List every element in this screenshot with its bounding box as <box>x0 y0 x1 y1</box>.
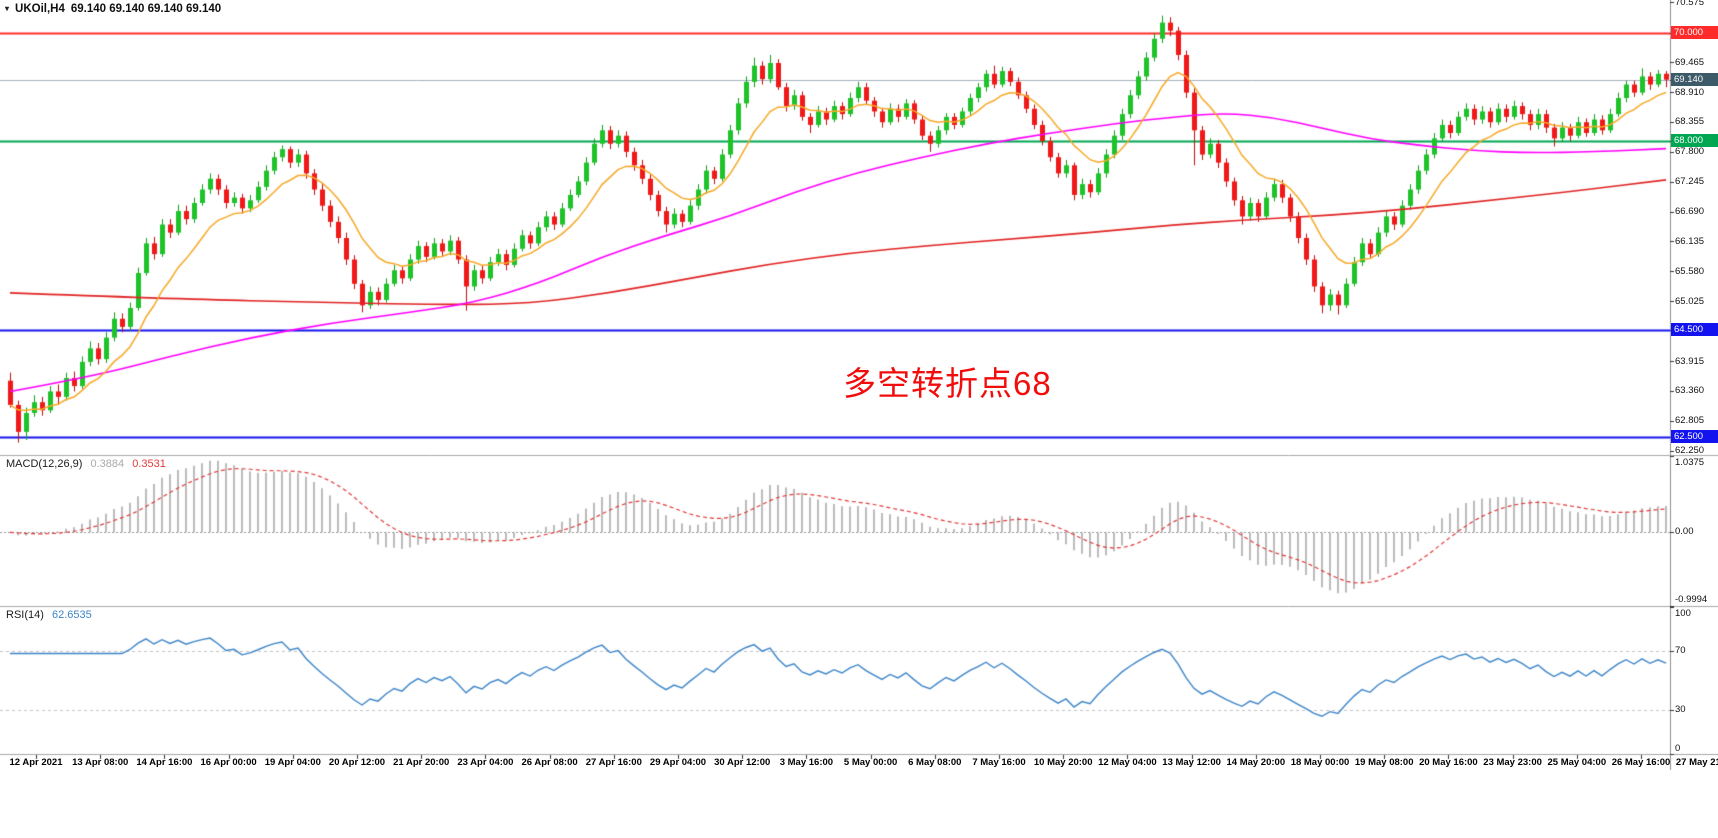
macd-name: MACD(12,26,9) <box>6 458 83 470</box>
chart-symbol-label: UKOil,H4 <box>15 3 65 15</box>
macd-indicator-label: MACD(12,26,9) 0.3884 0.3531 <box>6 458 171 470</box>
chart-header: ▾ UKOil,H4 69.140 69.140 69.140 69.140 <box>5 3 221 15</box>
macd-signal-value: 0.3531 <box>132 458 166 470</box>
chart-ohlc-readout: 69.140 69.140 69.140 69.140 <box>70 3 222 15</box>
chart-marker-icon: ▾ <box>5 3 10 13</box>
macd-main-value: 0.3884 <box>90 458 125 470</box>
chart-annotation-text[interactable]: 多空转折点68 <box>843 365 1052 402</box>
rsi-name: RSI(14) <box>6 609 44 621</box>
rsi-indicator-label: RSI(14) 62.6535 <box>6 609 97 621</box>
rsi-value: 62.6535 <box>51 609 92 621</box>
